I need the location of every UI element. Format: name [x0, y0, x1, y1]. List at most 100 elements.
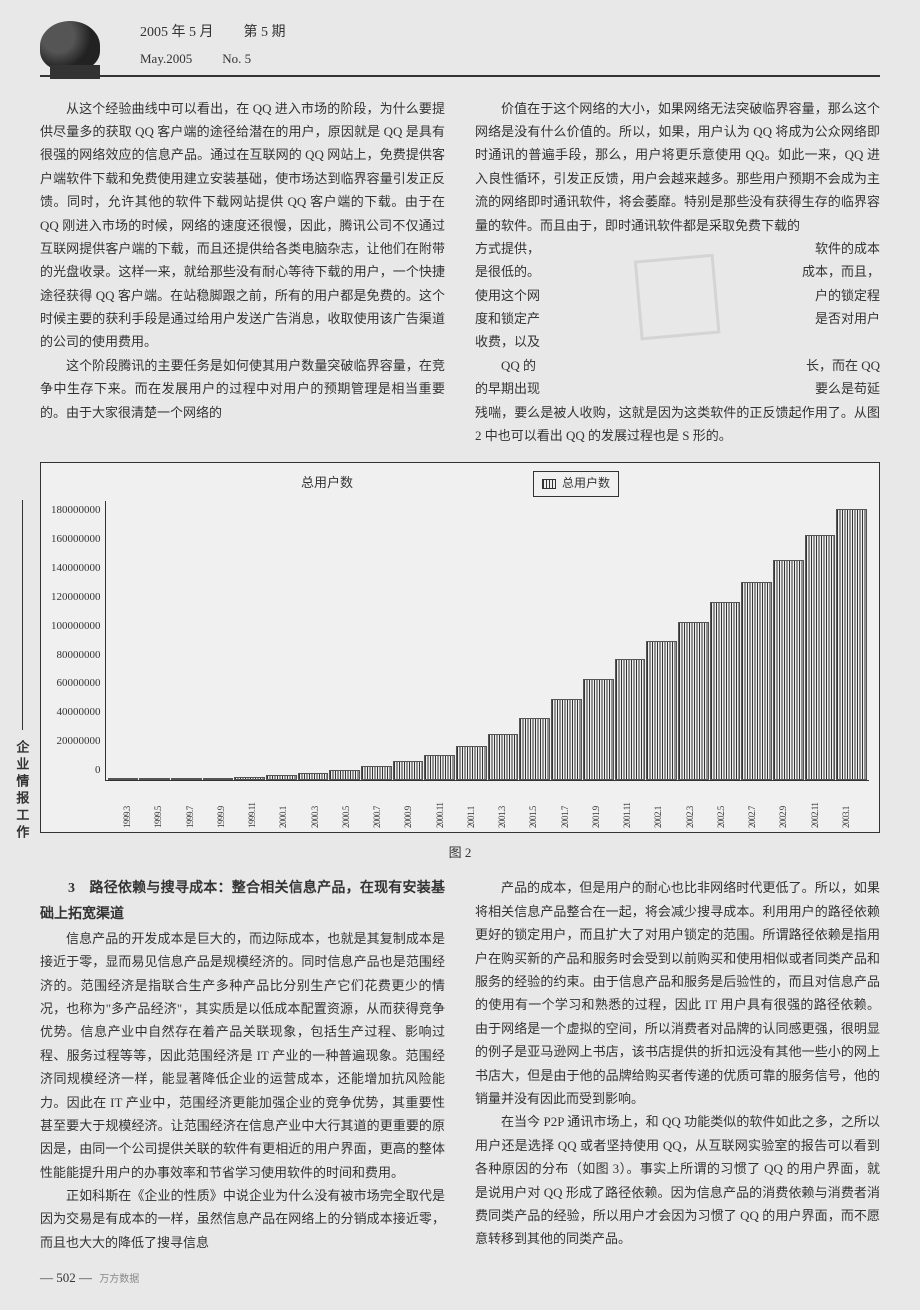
chart-bar [615, 659, 646, 780]
top-right-column: 价值在于这个网络的大小，如果网络无法突破临界容量，那么这个网络是没有什么价值的。… [475, 97, 880, 448]
sidebar-label: 企业情报工作 [10, 740, 33, 842]
figure-caption: 图 2 [40, 841, 880, 864]
section-heading: 3 路径依赖与搜寻成本：整合相关信息产品，在现有安装基础上拓宽渠道 [40, 876, 445, 926]
top-left-column: 从这个经验曲线中可以看出，在 QQ 进入市场的阶段，为什么要提供尽量多的获取 Q… [40, 97, 445, 448]
chart-y-axis: 180000000 160000000 140000000 120000000 1000… [51, 501, 105, 781]
footer-watermark: 万方数据 [99, 1274, 139, 1285]
bottom-columns: 3 路径依赖与搜寻成本：整合相关信息产品，在现有安装基础上拓宽渠道 信息产品的开… [40, 876, 880, 1254]
chart-legend: 总用户数 [533, 471, 619, 497]
y-tick-label: 180000000 [51, 501, 101, 521]
x-tick-label: 2000.7 [369, 783, 400, 828]
chart-bar [678, 622, 709, 780]
bottom-right-column: 产品的成本，但是用户的耐心也比非网络时代更低了。所以，如果将相关信息产品整合在一… [475, 876, 880, 1254]
page: 企业情报工作 2005 年 5 月 第 5 期 May.2005 No. 5 从… [40, 20, 880, 1290]
x-tick-label: 2002.7 [744, 783, 775, 828]
x-tick-label: 1999.3 [119, 783, 150, 828]
text-fragment: 度和锁定产 [475, 307, 540, 330]
y-tick-label: 100000000 [51, 617, 101, 637]
x-tick-label: 2001.5 [525, 783, 556, 828]
chart-bar [361, 766, 392, 780]
y-tick-label: 60000000 [57, 674, 101, 694]
x-tick-label: 1999.9 [213, 783, 244, 828]
y-tick-label: 80000000 [57, 646, 101, 666]
y-tick-label: 0 [95, 761, 101, 781]
chart-bar [741, 582, 772, 780]
chart-bar [710, 602, 741, 780]
chart-bar [646, 641, 677, 781]
text-fragment: 户的锁定程 [815, 284, 880, 307]
paragraph: 从这个经验曲线中可以看出，在 QQ 进入市场的阶段，为什么要提供尽量多的获取 Q… [40, 97, 445, 354]
x-tick-label: 2002.11 [807, 783, 838, 828]
x-tick-label: 2000.5 [338, 783, 369, 828]
y-tick-label: 120000000 [51, 588, 101, 608]
x-tick-label: 2003.1 [838, 783, 869, 828]
chart-bar [203, 778, 234, 780]
paragraph: 在当今 P2P 通讯市场上，和 QQ 功能类似的软件如此之多，之所以用户还是选择… [475, 1110, 880, 1250]
page-footer: — 502 — 万方数据 [40, 1266, 880, 1289]
chart-bar [393, 761, 424, 780]
header-issue-cn: 第 5 期 [244, 20, 286, 45]
legend-swatch-icon [542, 479, 556, 489]
x-tick-label: 2001.1 [463, 783, 494, 828]
chart-title: 总用户数 [301, 471, 353, 497]
y-tick-label: 140000000 [51, 559, 101, 579]
header-text-block: 2005 年 5 月 第 5 期 May.2005 No. 5 [140, 20, 286, 71]
chart-bar [519, 718, 550, 780]
header-date-en: May.2005 [140, 47, 192, 70]
text-fragment: 是很低的。 [475, 260, 540, 283]
x-tick-label: 1999.5 [150, 783, 181, 828]
text-fragment: 收费，以及 [475, 330, 540, 353]
legend-label: 总用户数 [562, 473, 610, 495]
chart-bar [139, 778, 170, 780]
x-tick-label: 2000.11 [432, 783, 463, 828]
page-header: 2005 年 5 月 第 5 期 May.2005 No. 5 [40, 20, 880, 77]
paragraph: 产品的成本，但是用户的耐心也比非网络时代更低了。所以，如果将相关信息产品整合在一… [475, 876, 880, 1110]
chart-bar [424, 755, 455, 780]
top-columns: 从这个经验曲线中可以看出，在 QQ 进入市场的阶段，为什么要提供尽量多的获取 Q… [40, 97, 880, 448]
x-tick-label: 2000.1 [275, 783, 306, 828]
chart-bar [171, 778, 202, 780]
paragraph: 价值在于这个网络的大小，如果网络无法突破临界容量，那么这个网络是没有什么价值的。… [475, 97, 880, 237]
text-fragment: 是否对用户 [815, 307, 880, 330]
text-fragment: 要么是苟延 [815, 377, 880, 400]
chart-bar [456, 746, 487, 780]
paragraph: 残喘，要么是被人收购，这就是因为这类软件的正反馈起作用了。从图 2 中也可以看出… [475, 401, 880, 448]
paragraph: 正如科斯在《企业的性质》中说企业为什么没有被市场完全取代是因为交易是有成本的一样… [40, 1184, 445, 1254]
y-tick-label: 40000000 [57, 703, 101, 723]
text-fragment: 成本，而且， [802, 260, 880, 283]
chart-bar [773, 560, 804, 780]
chart-bar [298, 773, 329, 780]
x-tick-label: 2001.3 [494, 783, 525, 828]
x-tick-label: 2002.9 [775, 783, 806, 828]
bottom-left-column: 3 路径依赖与搜寻成本：整合相关信息产品，在现有安装基础上拓宽渠道 信息产品的开… [40, 876, 445, 1254]
x-tick-label: 2000.9 [400, 783, 431, 828]
chart-bar [805, 535, 836, 780]
text-fragment: 软件的成本 [815, 237, 880, 260]
chart-bar [583, 679, 614, 780]
text-fragment: QQ 的 [475, 354, 536, 377]
chart-bar [329, 770, 360, 780]
chart-plot-area [105, 501, 870, 781]
x-tick-label: 1999.7 [182, 783, 213, 828]
x-tick-label: 2001.9 [588, 783, 619, 828]
chart-x-axis: 1999.31999.51999.71999.91999.112000.1200… [119, 781, 869, 828]
chart-bar [266, 775, 297, 780]
journal-logo [40, 21, 100, 71]
x-tick-label: 2001.11 [619, 783, 650, 828]
x-tick-label: 2002.5 [713, 783, 744, 828]
sidebar-rule [22, 500, 23, 730]
x-tick-label: 2000.3 [307, 783, 338, 828]
y-tick-label: 160000000 [51, 530, 101, 550]
text-fragment: 长，而在 QQ [806, 354, 880, 377]
paragraph: 信息产品的开发成本是巨大的，而边际成本，也就是其复制成本是接近于零，显而易见信息… [40, 927, 445, 1184]
chart-bar [836, 509, 867, 780]
x-tick-label: 2001.7 [557, 783, 588, 828]
chart-bar [234, 777, 265, 780]
x-tick-label: 1999.11 [244, 783, 275, 828]
paragraph: 这个阶段腾讯的主要任务是如何使其用户数量突破临界容量，在竞争中生存下来。而在发展… [40, 354, 445, 424]
header-issue-en: No. 5 [222, 47, 251, 70]
text-fragment: 使用这个网 [475, 284, 540, 307]
header-date-cn: 2005 年 5 月 [140, 20, 214, 45]
text-fragment: 方式提供， [475, 237, 540, 260]
chart-bar [108, 778, 139, 780]
